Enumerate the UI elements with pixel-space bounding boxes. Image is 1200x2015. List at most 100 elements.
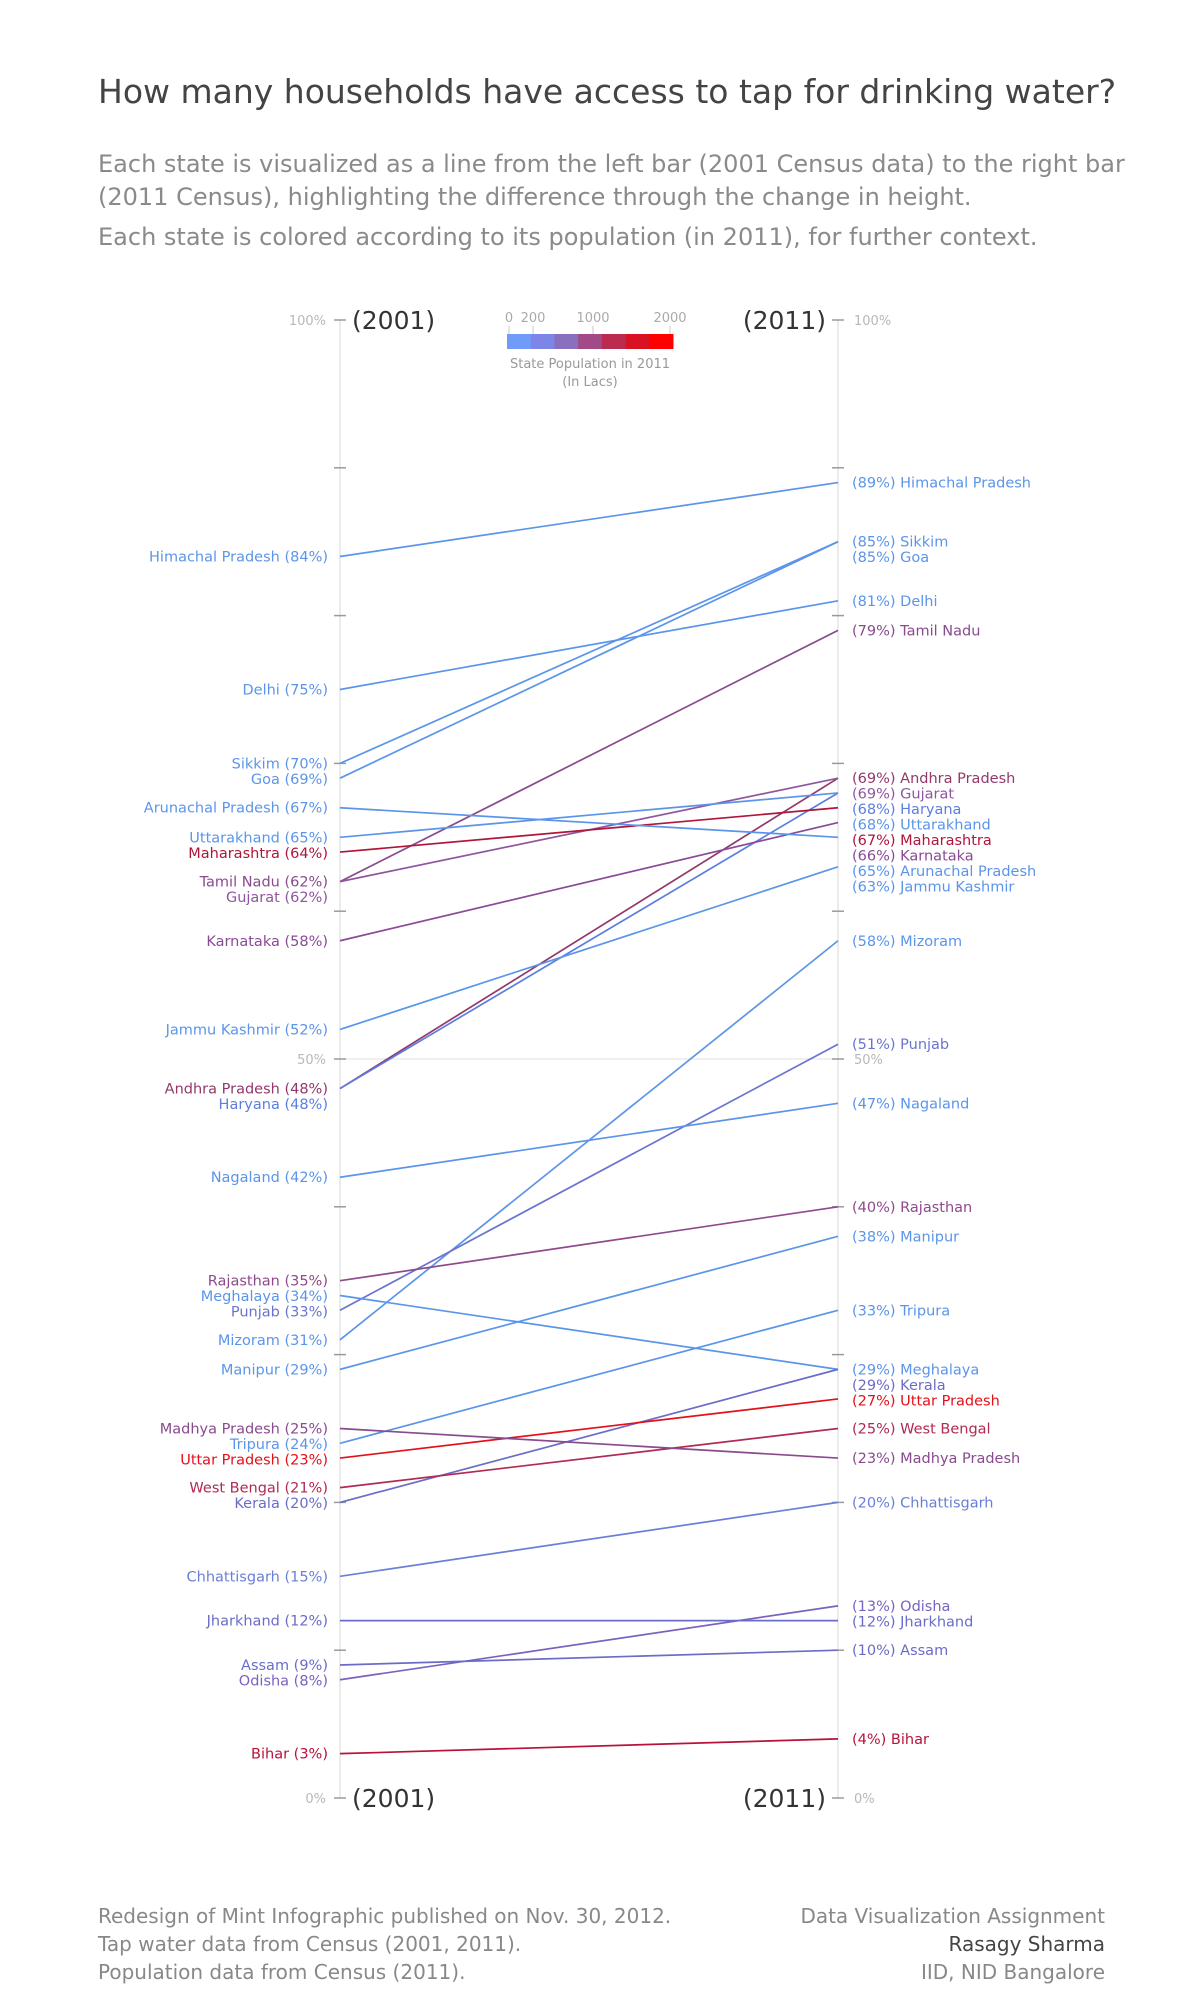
state-line (339, 821, 839, 942)
state-label-2011: (20%) Chhattisgarh (852, 1495, 993, 1511)
state-label-2001: Jammu Kashmir (52%) (165, 1022, 328, 1038)
state-label-2011: (33%) Tripura (852, 1303, 950, 1319)
state-label-2011: (12%) Jharkhand (852, 1614, 973, 1630)
footer-line: Tap water data from Census (2001, 2011). (98, 1932, 522, 1956)
axes: 0% 0% 50% 50% 100% 100% (2001) (2011) (2001) (201… (289, 306, 891, 1813)
footer-credits: Redesign of Mint Infographic published o… (98, 1902, 671, 1986)
state-label-2011: (79%) Tamil Nadu (852, 623, 980, 639)
state-label-2001: Tamil Nadu (62%) (199, 875, 328, 891)
state-line (339, 1427, 839, 1489)
left-tick-label: 50% (297, 1053, 326, 1068)
state-line (339, 792, 839, 1090)
state-line (339, 540, 839, 779)
state-label-2011: (4%) Bihar (852, 1732, 929, 1748)
legend-tick-label: 2000 (653, 311, 686, 326)
legend-tick-label: 0 (505, 311, 513, 326)
state-label-2011: (67%) Maharashtra (852, 833, 992, 849)
state-label-2001: Chhattisgarh (15%) (187, 1569, 328, 1585)
state-label-2011: (68%) Uttarakhand (852, 818, 991, 834)
state-line (339, 792, 839, 839)
state-label-2001: Nagaland (42%) (211, 1170, 328, 1186)
state-label-2011: (23%) Madhya Pradesh (852, 1451, 1020, 1467)
state-label-2011: (66%) Karnataka (852, 849, 974, 865)
state-line (339, 1605, 839, 1681)
state-label-2001: Rajasthan (35%) (208, 1274, 328, 1290)
state-lines (339, 481, 839, 1755)
author-name: Rasagy Sharma (948, 1932, 1105, 1956)
state-label-2011: (47%) Nagaland (852, 1096, 969, 1112)
legend-swatch (601, 334, 627, 349)
state-label-2001: Manipur (29%) (221, 1362, 328, 1378)
right-year-label: (2011) (743, 1784, 826, 1813)
legend-swatch (578, 334, 603, 349)
legend-swatch (649, 334, 674, 349)
state-label-2001: Mizoram (31%) (218, 1333, 328, 1349)
state-label-2011: (51%) Punjab (852, 1037, 949, 1053)
state-line (339, 806, 839, 853)
left-year-label: (2001) (352, 306, 435, 335)
state-label-2011: (81%) Delhi (852, 594, 938, 610)
right-tick-label: 0% (854, 1792, 875, 1807)
state-label-2001: Sikkim (70%) (232, 756, 328, 772)
state-label-2001: Uttarakhand (65%) (189, 830, 328, 846)
subtitle-2: Each state is colored according to its p… (98, 223, 1038, 251)
state-label-2001: Uttar Pradesh (23%) (180, 1453, 328, 1469)
footer-line: Redesign of Mint Infographic published o… (98, 1904, 672, 1928)
state-label-2001: Andhra Pradesh (48%) (165, 1082, 328, 1098)
state-line (339, 1235, 839, 1371)
legend-swatch (554, 334, 579, 349)
state-label-2001: Punjab (33%) (231, 1305, 328, 1321)
state-label-2001: Delhi (75%) (243, 683, 329, 699)
legend-subtitle: (In Lacs) (562, 375, 617, 390)
right-year-label: (2011) (743, 306, 826, 335)
state-label-2001: Assam (9%) (241, 1658, 328, 1674)
state-line (339, 1043, 839, 1312)
left-tick-label: 0% (305, 1792, 326, 1807)
state-line (339, 1294, 839, 1371)
state-label-2011: (27%) Uttar Pradesh (852, 1393, 1000, 1409)
footer-line: Population data from Census (2011). (98, 1960, 466, 1984)
state-label-2011: (25%) West Bengal (852, 1422, 991, 1438)
state-line (339, 629, 839, 883)
state-label-2011: (38%) Manipur (852, 1229, 959, 1245)
state-line (339, 481, 839, 558)
state-label-2001: Maharashtra (64%) (188, 846, 328, 862)
state-label-2001: Bihar (3%) (251, 1747, 328, 1763)
state-line (339, 1368, 839, 1504)
state-label-2001: Tripura (24%) (229, 1437, 328, 1453)
state-label-2001: Goa (69%) (251, 772, 328, 788)
state-label-2001: Odisha (8%) (239, 1673, 328, 1689)
state-labels: Himachal Pradesh (84%) (89%) Himachal Pra… (144, 476, 1036, 1763)
state-line (339, 1427, 839, 1459)
right-tick-label: 100% (854, 314, 891, 329)
state-label-2001: Kerala (20%) (234, 1496, 328, 1512)
left-tick-label: 100% (289, 314, 326, 329)
right-tick-label: 50% (854, 1053, 883, 1068)
footer-author: Data Visualization Assignment Rasagy Sha… (800, 1902, 1105, 1986)
state-line (339, 806, 839, 839)
state-label-2011: (29%) Meghalaya (852, 1362, 979, 1378)
state-line (339, 1398, 839, 1459)
state-label-2011: (89%) Himachal Pradesh (852, 476, 1031, 492)
left-year-label: (2001) (352, 1784, 435, 1813)
state-label-2001: Himachal Pradesh (84%) (149, 549, 328, 565)
legend-swatch (507, 334, 532, 349)
state-label-2011: (68%) Haryana (852, 802, 961, 818)
legend-tick-label: 1000 (576, 311, 609, 326)
state-label-2011: (69%) Andhra Pradesh (852, 771, 1015, 787)
state-label-2001: Gujarat (62%) (226, 890, 328, 906)
state-label-2011: (10%) Assam (852, 1643, 948, 1659)
legend: 0 200 1000 2000 State Population in 2011 (In … (505, 311, 687, 390)
state-label-2001: Haryana (48%) (219, 1097, 328, 1113)
legend-swatch (625, 334, 650, 349)
subtitle-1: Each state is visualized as a line from … (98, 150, 1125, 211)
state-line (339, 1205, 839, 1282)
state-label-2001: Jharkhand (12%) (206, 1614, 328, 1630)
state-label-2011: (13%) Odisha (852, 1599, 950, 1615)
state-label-2001: Arunachal Pradesh (67%) (144, 801, 328, 817)
state-line (339, 1102, 839, 1179)
state-line (339, 599, 839, 691)
legend-swatch (530, 334, 555, 349)
legend-title: State Population in 2011 (510, 357, 670, 372)
